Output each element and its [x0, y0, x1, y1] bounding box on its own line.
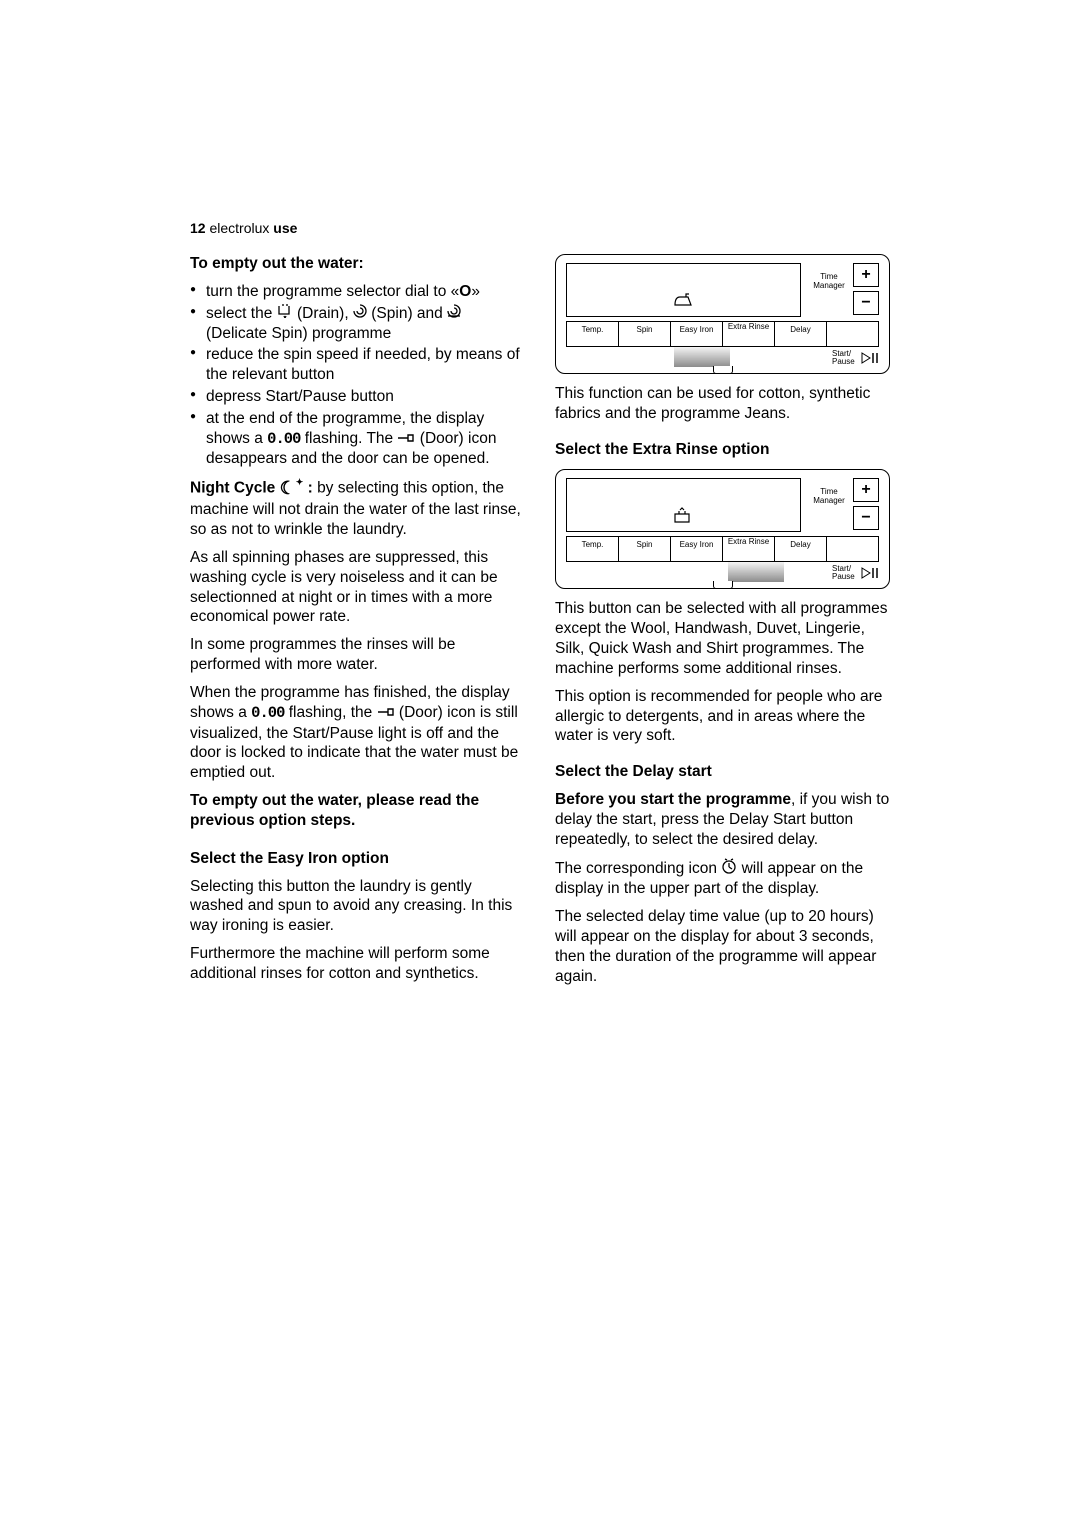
delay-p1: Before you start the programme, if you w… [555, 790, 890, 849]
extra-rinse-heading: Select the Extra Rinse option [555, 440, 890, 460]
play-pause-icon [861, 352, 879, 364]
page-number: 12 [190, 220, 206, 236]
night-cycle-label: Night Cycle [190, 480, 280, 497]
brand-name: electrolux [209, 220, 269, 236]
play-pause-icon [861, 567, 879, 579]
control-panel-extra-rinse: Time Manager + − Temp. Spin Easy Iron Ex… [555, 469, 890, 589]
time-manager-label: Time Manager [809, 273, 849, 291]
empty-water-steps: turn the programme selector dial to «O» … [190, 282, 525, 469]
panel1-caption: This function can be used for cotton, sy… [555, 384, 890, 424]
night-noiseless-para: As all spinning phases are suppressed, t… [190, 548, 525, 627]
start-pause-label[interactable]: Start/ Pause [832, 350, 879, 366]
clock-icon [721, 858, 737, 880]
night-rinses-para: In some programmes the rinses will be pe… [190, 635, 525, 675]
panel-btn-extra-rinse[interactable]: Extra Rinse [722, 321, 774, 347]
lcd-display [566, 263, 801, 317]
panel-btn-blank[interactable] [826, 536, 879, 562]
panel-button-row: Temp. Spin Easy Iron Extra Rinse Delay [566, 321, 879, 347]
easy-iron-heading: Select the Easy Iron option [190, 849, 525, 869]
display-digits: 0.00 [267, 430, 300, 448]
delicate-spin-icon [447, 304, 461, 324]
step-reduce-spin: reduce the spin speed if needed, by mean… [190, 345, 525, 385]
delay-p2: The corresponding icon will appear on th… [555, 858, 890, 900]
night-cycle-icon: ☾✦ [280, 477, 304, 500]
panel-btn-spin[interactable]: Spin [618, 321, 670, 347]
start-pause-label[interactable]: Start/ Pause [832, 565, 879, 581]
door-icon [397, 429, 415, 449]
panel-btn-spin[interactable]: Spin [618, 536, 670, 562]
time-manager-minus[interactable]: − [853, 291, 879, 315]
panel-tray [713, 366, 733, 374]
empty-water-note: To empty out the water, please read the … [190, 791, 525, 831]
time-manager-plus[interactable]: + [853, 478, 879, 502]
step-start-pause: depress Start/Pause button [190, 387, 525, 407]
page-header: 12 electrolux use [190, 220, 890, 236]
extra-rinse-icon [672, 507, 692, 529]
delay-p3: The selected delay time value (up to 20 … [555, 907, 890, 986]
panel-btn-blank[interactable] [826, 321, 879, 347]
delay-start-heading: Select the Delay start [555, 762, 890, 782]
time-manager-minus[interactable]: − [853, 506, 879, 530]
panel-button-row: Temp. Spin Easy Iron Extra Rinse Delay [566, 536, 879, 562]
door-icon [377, 703, 395, 723]
content-columns: To empty out the water: turn the program… [190, 254, 890, 995]
manual-page: 12 electrolux use To empty out the water… [0, 0, 1080, 1527]
drain-icon [277, 304, 293, 324]
easy-iron-p2: Furthermore the machine will perform som… [190, 944, 525, 984]
panel-btn-easy-iron[interactable]: Easy Iron [670, 321, 722, 347]
section-name: use [273, 220, 297, 236]
panel-btn-extra-rinse[interactable]: Extra Rinse [722, 536, 774, 562]
extra-rinse-p1: This button can be selected with all pro… [555, 599, 890, 678]
time-manager-label: Time Manager [809, 488, 849, 506]
panel-btn-temp[interactable]: Temp. [566, 536, 618, 562]
time-manager-plus[interactable]: + [853, 263, 879, 287]
step-select-programme: select the (Drain), (Spin) and (Delicate… [190, 304, 525, 344]
step-end-display: at the end of the programme, the display… [190, 409, 525, 470]
delay-before-label: Before you start the programme [555, 791, 791, 808]
panel-btn-easy-iron[interactable]: Easy Iron [670, 536, 722, 562]
right-column: Time Manager + − Temp. Spin Easy Iron Ex… [555, 254, 890, 995]
control-panel-easy-iron: Time Manager + − Temp. Spin Easy Iron Ex… [555, 254, 890, 374]
left-column: To empty out the water: turn the program… [190, 254, 525, 995]
panel-btn-delay[interactable]: Delay [774, 321, 826, 347]
display-digits: 0.00 [251, 704, 284, 722]
night-cycle-para: Night Cycle ☾✦ : by selecting this optio… [190, 477, 525, 540]
easy-iron-p1: Selecting this button the laundry is gen… [190, 877, 525, 936]
extra-rinse-p2: This option is recommended for people wh… [555, 687, 890, 746]
panel-tray [713, 581, 733, 589]
panel-btn-delay[interactable]: Delay [774, 536, 826, 562]
highlight-extra-rinse [728, 560, 784, 582]
easy-iron-icon [672, 292, 694, 312]
off-icon: O [459, 283, 471, 300]
highlight-easy-iron [674, 345, 730, 367]
empty-water-heading: To empty out the water: [190, 254, 525, 274]
panel-btn-temp[interactable]: Temp. [566, 321, 618, 347]
lcd-display [566, 478, 801, 532]
night-finished-para: When the programme has finished, the dis… [190, 683, 525, 783]
step-dial-off: turn the programme selector dial to «O» [190, 282, 525, 302]
spin-icon [353, 304, 367, 324]
